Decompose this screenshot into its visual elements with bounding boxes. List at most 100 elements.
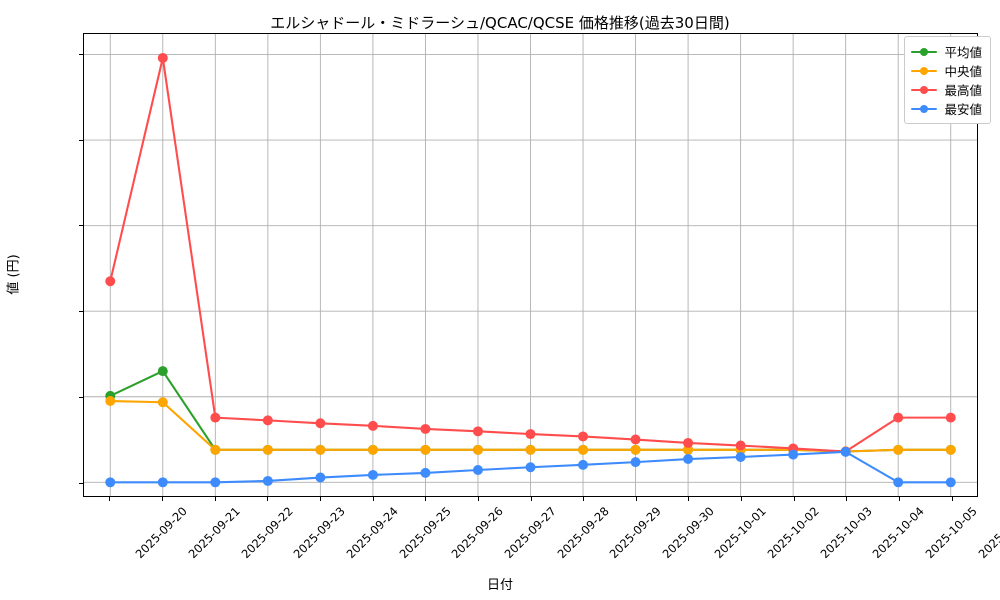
x-tick-mark: [425, 497, 427, 501]
x-tick-label: 2025-09-24: [343, 504, 401, 562]
data-point: [525, 444, 536, 455]
x-tick-mark: [477, 497, 479, 501]
data-point: [420, 444, 431, 455]
x-tick-label: 2025-09-22: [238, 504, 296, 562]
data-point: [157, 52, 168, 63]
x-tick-mark: [688, 497, 690, 501]
data-point: [472, 465, 483, 475]
data-point: [472, 444, 483, 455]
x-tick-mark: [846, 497, 848, 501]
x-tick-mark: [267, 497, 269, 501]
legend-item-0[interactable]: 平均値: [911, 42, 982, 61]
y-axis-label: 値 (円): [6, 254, 22, 295]
data-point: [210, 412, 221, 423]
data-point: [630, 444, 641, 455]
x-tick-label: 2025-09-25: [396, 504, 454, 562]
chart-title: エルシャドール・ミドラーシュ/QCAC/QCSE 価格推移(過去30日間): [270, 14, 730, 32]
x-tick-label: 2025-09-21: [185, 504, 243, 562]
chart-legend: 平均値中央値最高値最安値: [904, 36, 991, 124]
data-point: [420, 423, 431, 434]
x-tick-label: 2025-09-28: [554, 504, 612, 562]
data-point: [683, 454, 694, 465]
x-tick-mark: [161, 497, 163, 501]
legend-label: 最安値: [944, 102, 982, 117]
data-point: [893, 412, 904, 423]
data-point: [262, 415, 273, 426]
data-point: [105, 477, 116, 488]
x-axis-label: 日付: [486, 578, 513, 593]
legend-item-1[interactable]: 中央値: [911, 61, 982, 80]
data-point: [210, 477, 221, 488]
x-tick-mark: [899, 497, 901, 501]
x-tick-label: 2025-09-30: [659, 504, 717, 562]
series-line-0: [109, 370, 952, 453]
data-point: [472, 426, 483, 437]
x-tick-mark: [319, 497, 321, 501]
legend-label: 平均値: [944, 45, 982, 60]
legend-swatch-icon: [911, 46, 938, 58]
x-tick-mark: [372, 497, 374, 501]
data-point: [788, 449, 799, 460]
data-point: [578, 431, 589, 442]
x-tick-label: 2025-09-29: [606, 504, 664, 562]
legend-label: 中央値: [944, 64, 982, 79]
legend-swatch-icon: [911, 65, 938, 77]
x-tick-label: 2025-10-04: [869, 504, 928, 562]
data-point: [735, 452, 746, 462]
data-point: [945, 412, 956, 423]
legend-swatch-icon: [911, 103, 938, 115]
x-tick-label: 2025-10-05: [922, 504, 980, 562]
data-point: [315, 472, 326, 483]
data-point: [683, 437, 694, 448]
data-point: [262, 475, 273, 486]
data-point: [367, 420, 378, 431]
x-tick-label: 2025-10-02: [764, 504, 822, 562]
data-point: [262, 444, 273, 455]
x-tick-label: 2025-10-03: [817, 504, 875, 562]
series-line-2: [109, 56, 952, 453]
x-tick-label: 2025-10-06: [975, 504, 1000, 562]
legend-label: 最高値: [944, 83, 982, 98]
x-tick-mark: [214, 497, 216, 501]
x-tick-label: 2025-09-27: [501, 504, 559, 562]
data-point: [157, 477, 168, 488]
data-point: [735, 440, 746, 451]
series-layer: [105, 52, 956, 488]
data-point: [945, 444, 956, 455]
data-point: [945, 477, 956, 488]
data-point: [525, 462, 536, 473]
x-tick-mark: [583, 497, 585, 501]
x-tick-mark: [951, 497, 953, 501]
x-tick-label: 2025-10-01: [712, 504, 770, 562]
plot-area: [83, 33, 978, 497]
legend-item-2[interactable]: 最高値: [911, 80, 982, 99]
legend-swatch-icon: [911, 84, 938, 96]
data-point: [367, 469, 378, 480]
data-point: [420, 467, 431, 478]
data-point: [578, 459, 589, 470]
x-tick-mark: [635, 497, 637, 501]
x-tick-mark: [530, 497, 532, 501]
data-point: [630, 457, 641, 468]
x-tick-mark: [741, 497, 743, 501]
data-point: [893, 444, 904, 455]
data-point: [315, 444, 326, 455]
data-point: [840, 446, 851, 457]
data-point: [525, 429, 536, 440]
x-tick-label: 2025-09-20: [132, 504, 191, 562]
data-point: [578, 444, 589, 455]
data-point: [630, 434, 641, 445]
data-point: [157, 397, 168, 408]
data-point: [683, 444, 694, 455]
data-point: [315, 418, 326, 429]
x-tick-mark: [109, 497, 111, 501]
x-tick-label: 2025-09-23: [290, 504, 348, 562]
data-point: [367, 444, 378, 455]
series-line-1: [109, 399, 952, 453]
data-point: [105, 276, 116, 287]
data-point: [157, 366, 168, 377]
legend-item-3[interactable]: 最安値: [911, 99, 982, 118]
data-point: [893, 477, 904, 488]
data-point: [105, 396, 116, 407]
